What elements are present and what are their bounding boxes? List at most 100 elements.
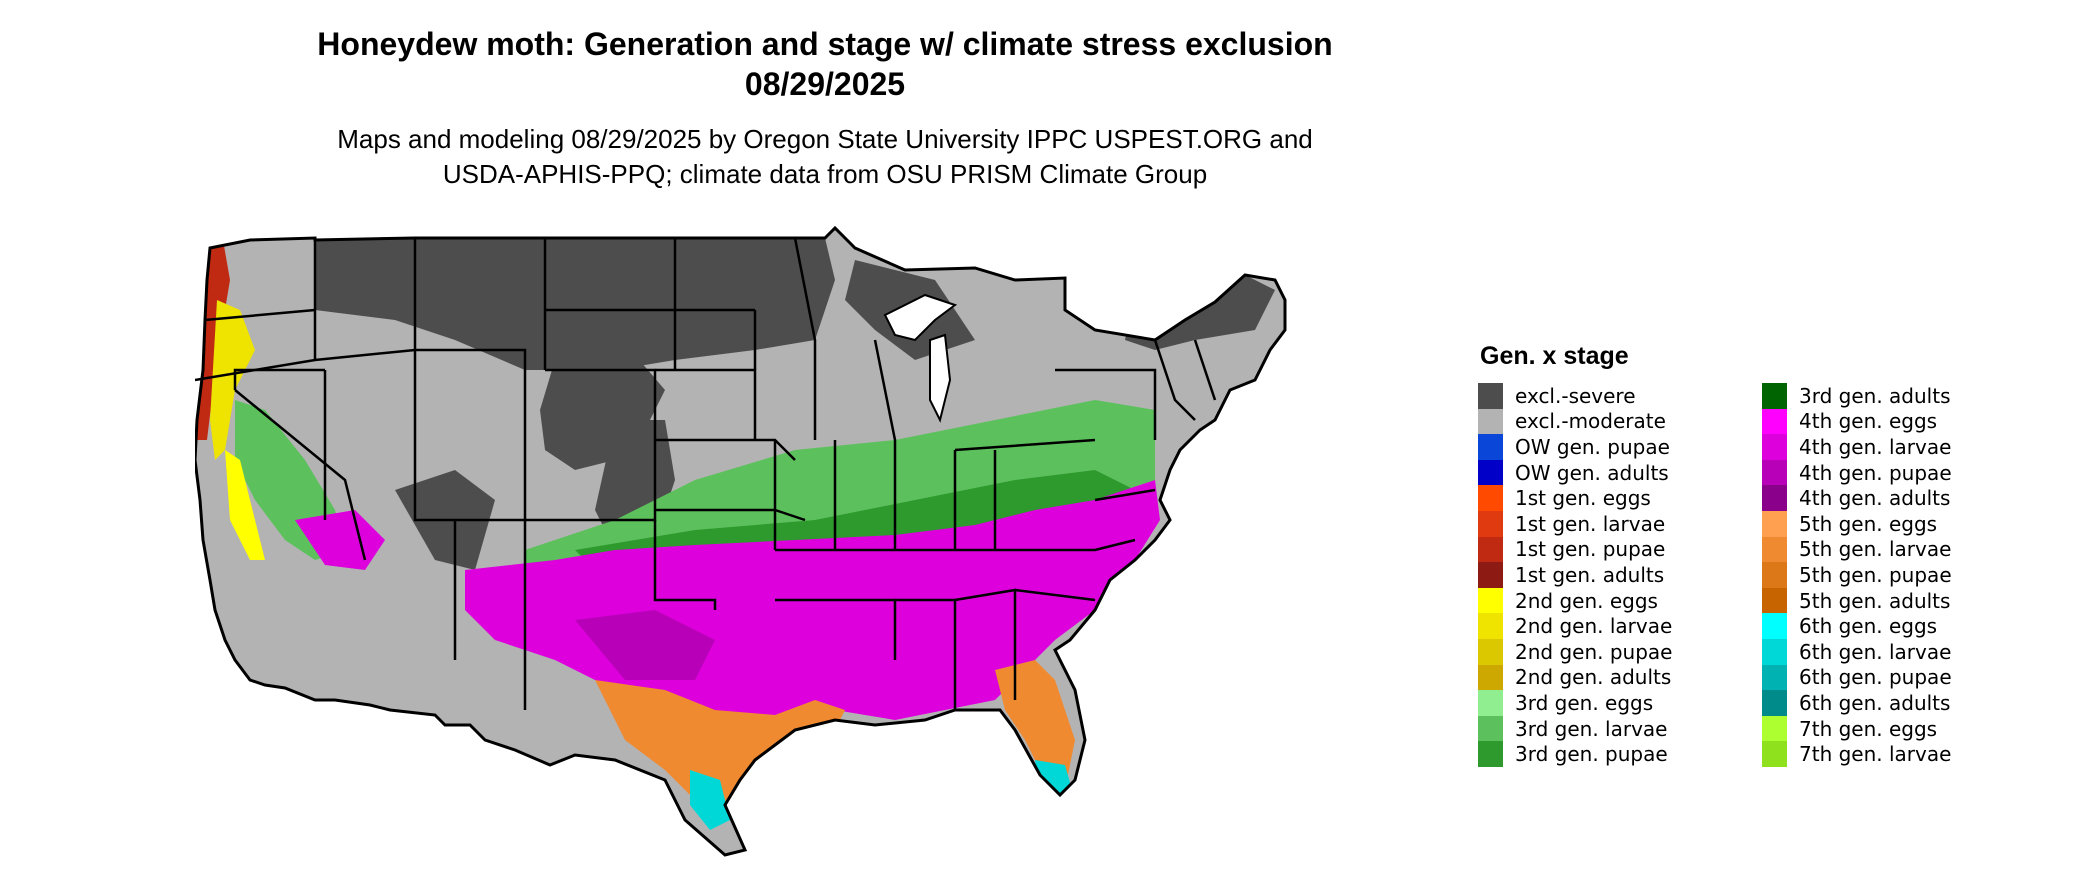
legend-label: 7th gen. eggs [1799, 716, 1938, 741]
legend-column-1: excl.-severe excl.-moderate OW gen. pupae O… [1478, 383, 1748, 767]
legend-swatch [1762, 715, 1787, 742]
legend-label: 4th gen. eggs [1799, 409, 1938, 434]
legend-swatch [1478, 638, 1503, 665]
legend-label: 3rd gen. larvae [1515, 716, 1668, 741]
legend-swatch [1478, 383, 1503, 409]
legend-label: 4th gen. larvae [1799, 434, 1952, 459]
legend-label: 3rd gen. eggs [1515, 690, 1654, 715]
legend-item: 6th gen. pupae [1762, 664, 2032, 691]
legend-swatch [1478, 613, 1503, 639]
legend-item: 4th gen. pupae [1762, 459, 2032, 486]
legend-label: 2nd gen. adults [1515, 665, 1672, 690]
legend-label: 6th gen. larvae [1799, 639, 1952, 664]
legend-item: 2nd gen. pupae [1478, 638, 1748, 665]
legend-item: 5th gen. eggs [1762, 510, 2032, 537]
legend-label: 2nd gen. pupae [1515, 639, 1673, 664]
legend-item: 2nd gen. adults [1478, 664, 1748, 691]
legend-label: 6th gen. adults [1799, 690, 1951, 715]
legend-item: 3rd gen. larvae [1478, 715, 1748, 742]
legend-item: 1st gen. larvae [1478, 510, 1748, 537]
legend-swatch [1478, 510, 1503, 537]
us-map [195, 225, 1287, 857]
map-title-line2: 08/29/2025 [744, 66, 906, 102]
legend-item: OW gen. adults [1478, 459, 1748, 486]
legend-swatch [1478, 715, 1503, 742]
legend-column-2: 3rd gen. adults 4th gen. eggs 4th gen. lar… [1762, 383, 2032, 767]
legend-item: 5th gen. larvae [1762, 536, 2032, 563]
legend-label: 2nd gen. eggs [1515, 588, 1658, 613]
region-south-texas-cyan [690, 770, 730, 830]
legend-item: 5th gen. adults [1762, 587, 2032, 614]
map-subtitle: Maps and modeling 08/29/2025 by Oregon S… [0, 122, 1650, 192]
region-california-yellow [225, 450, 265, 560]
legend-item: 3rd gen. pupae [1478, 741, 1748, 767]
legend-label: OW gen. adults [1515, 460, 1669, 485]
map-title: Honeydew moth: Generation and stage w/ c… [0, 24, 1650, 104]
region-northern-plains-severe [315, 238, 835, 370]
legend-swatch [1762, 664, 1787, 691]
legend-label: 3rd gen. pupae [1515, 742, 1668, 767]
legend-item: excl.-severe [1478, 383, 1748, 409]
lake-michigan [929, 333, 952, 423]
map-subtitle-line1: Maps and modeling 08/29/2025 by Oregon S… [337, 124, 1313, 154]
region-texas-dark-magenta [575, 610, 715, 680]
legend-label: 1st gen. adults [1515, 562, 1665, 587]
legend-label: 1st gen. eggs [1515, 486, 1651, 511]
legend-item: excl.-moderate [1478, 408, 1748, 435]
legend-swatch [1762, 536, 1787, 563]
legend-item: 1st gen. pupae [1478, 536, 1748, 563]
map-subtitle-line2: USDA-APHIS-PPQ; climate data from OSU PR… [442, 159, 1208, 189]
legend-label: 3rd gen. adults [1799, 383, 1951, 408]
legend-item: 7th gen. larvae [1762, 741, 2032, 767]
legend-label: 5th gen. larvae [1799, 537, 1952, 562]
legend-item: 6th gen. larvae [1762, 638, 2032, 665]
legend-swatch [1762, 485, 1787, 511]
legend-swatch [1478, 408, 1503, 435]
legend-swatch [1762, 587, 1787, 614]
legend-swatch [1762, 459, 1787, 486]
legend-title: Gen. x stage [1480, 342, 1629, 370]
legend-item: 2nd gen. eggs [1478, 587, 1748, 614]
map-title-line1: Honeydew moth: Generation and stage w/ c… [317, 26, 1333, 62]
region-texas-gulf-orange [595, 680, 845, 820]
legend-swatch [1478, 587, 1503, 614]
state-borders [195, 237, 1217, 710]
legend-swatch [1762, 741, 1787, 767]
legend: Gen. x stage excl.-severe excl.-moderate O… [1478, 342, 2038, 767]
legend-label: 5th gen. pupae [1799, 562, 1952, 587]
legend-swatch [1762, 690, 1787, 716]
legend-item: 3rd gen. adults [1762, 383, 2032, 409]
legend-item: OW gen. pupae [1478, 434, 1748, 460]
legend-swatch [1762, 434, 1787, 460]
legend-swatch [1478, 690, 1503, 716]
legend-item: 4th gen. eggs [1762, 408, 2032, 435]
legend-label: 7th gen. larvae [1799, 742, 1952, 767]
legend-label: 2nd gen. larvae [1515, 614, 1673, 639]
legend-label: 6th gen. pupae [1799, 665, 1952, 690]
legend-swatch [1478, 485, 1503, 511]
us-outline [195, 225, 1287, 857]
legend-item: 6th gen. eggs [1762, 613, 2032, 639]
legend-label: 5th gen. eggs [1799, 511, 1938, 536]
legend-swatch [1762, 562, 1787, 588]
legend-swatch [1478, 536, 1503, 563]
legend-item: 5th gen. pupae [1762, 562, 2032, 588]
legend-label: 5th gen. adults [1799, 588, 1951, 613]
legend-swatch [1762, 613, 1787, 639]
legend-swatch [1762, 408, 1787, 435]
legend-item: 1st gen. eggs [1478, 485, 1748, 511]
legend-label: OW gen. pupae [1515, 434, 1670, 459]
legend-item: 1st gen. adults [1478, 562, 1748, 588]
legend-swatch [1762, 383, 1787, 409]
legend-label: 6th gen. eggs [1799, 614, 1938, 639]
legend-swatch [1762, 638, 1787, 665]
legend-label: 1st gen. larvae [1515, 511, 1666, 536]
legend-label: 1st gen. pupae [1515, 537, 1666, 562]
legend-label: excl.-severe [1515, 383, 1636, 408]
legend-label: 4th gen. pupae [1799, 460, 1952, 485]
legend-item: 4th gen. larvae [1762, 434, 2032, 460]
legend-label: excl.-moderate [1515, 409, 1666, 434]
legend-label: 4th gen. adults [1799, 486, 1951, 511]
legend-swatch [1762, 510, 1787, 537]
legend-item: 3rd gen. eggs [1478, 690, 1748, 716]
